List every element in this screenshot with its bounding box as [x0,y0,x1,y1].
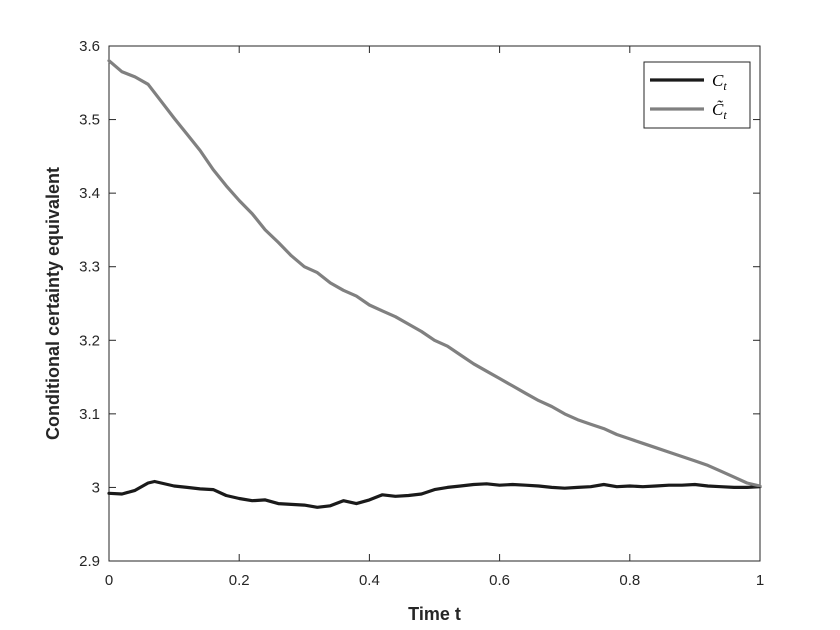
y-tick-label: 3.5 [79,112,100,129]
y-tick-label: 3.3 [79,259,100,276]
series-line-c-t [107,479,762,509]
legend-label: C̃t [712,100,727,122]
y-axis-label: Conditional certainty equivalent [43,167,63,440]
y-tick-label: 2.9 [79,553,100,570]
x-axis-label: Time t [408,604,461,624]
y-tick-label: 3.4 [79,185,100,202]
y-tick-label: 3.1 [79,406,100,423]
plot-area [108,45,761,562]
y-tick-label: 3.2 [79,332,100,349]
legend-label-subscript: t [723,79,727,93]
x-tick-label: 0.8 [619,572,640,589]
legend-box [643,61,751,129]
axes-box [108,45,761,562]
legend-label-main: C̃ [712,100,724,119]
series-layer [107,59,762,509]
x-tick-label: 1 [756,572,764,589]
y-tick-label: 3.6 [79,38,100,55]
x-tick-label: 0 [105,572,113,589]
legend-label: Ct [712,71,727,93]
x-tick-label: 0.6 [489,572,510,589]
legend-label-main: C [712,71,724,90]
x-tick-label: 0.2 [229,572,250,589]
series-line-c-tilde-t [107,59,762,488]
ticks-layer: 0 0.2 0.4 0.6 0.8 1 2.9 3 3.1 3.2 3.3 3.4 3.5 3.6 [79,38,764,589]
legend-label-subscript: t [723,108,727,122]
x-tick-label: 0.4 [359,572,380,589]
y-tick-label: 3 [92,479,100,496]
legend: CtC̃t [643,61,751,129]
